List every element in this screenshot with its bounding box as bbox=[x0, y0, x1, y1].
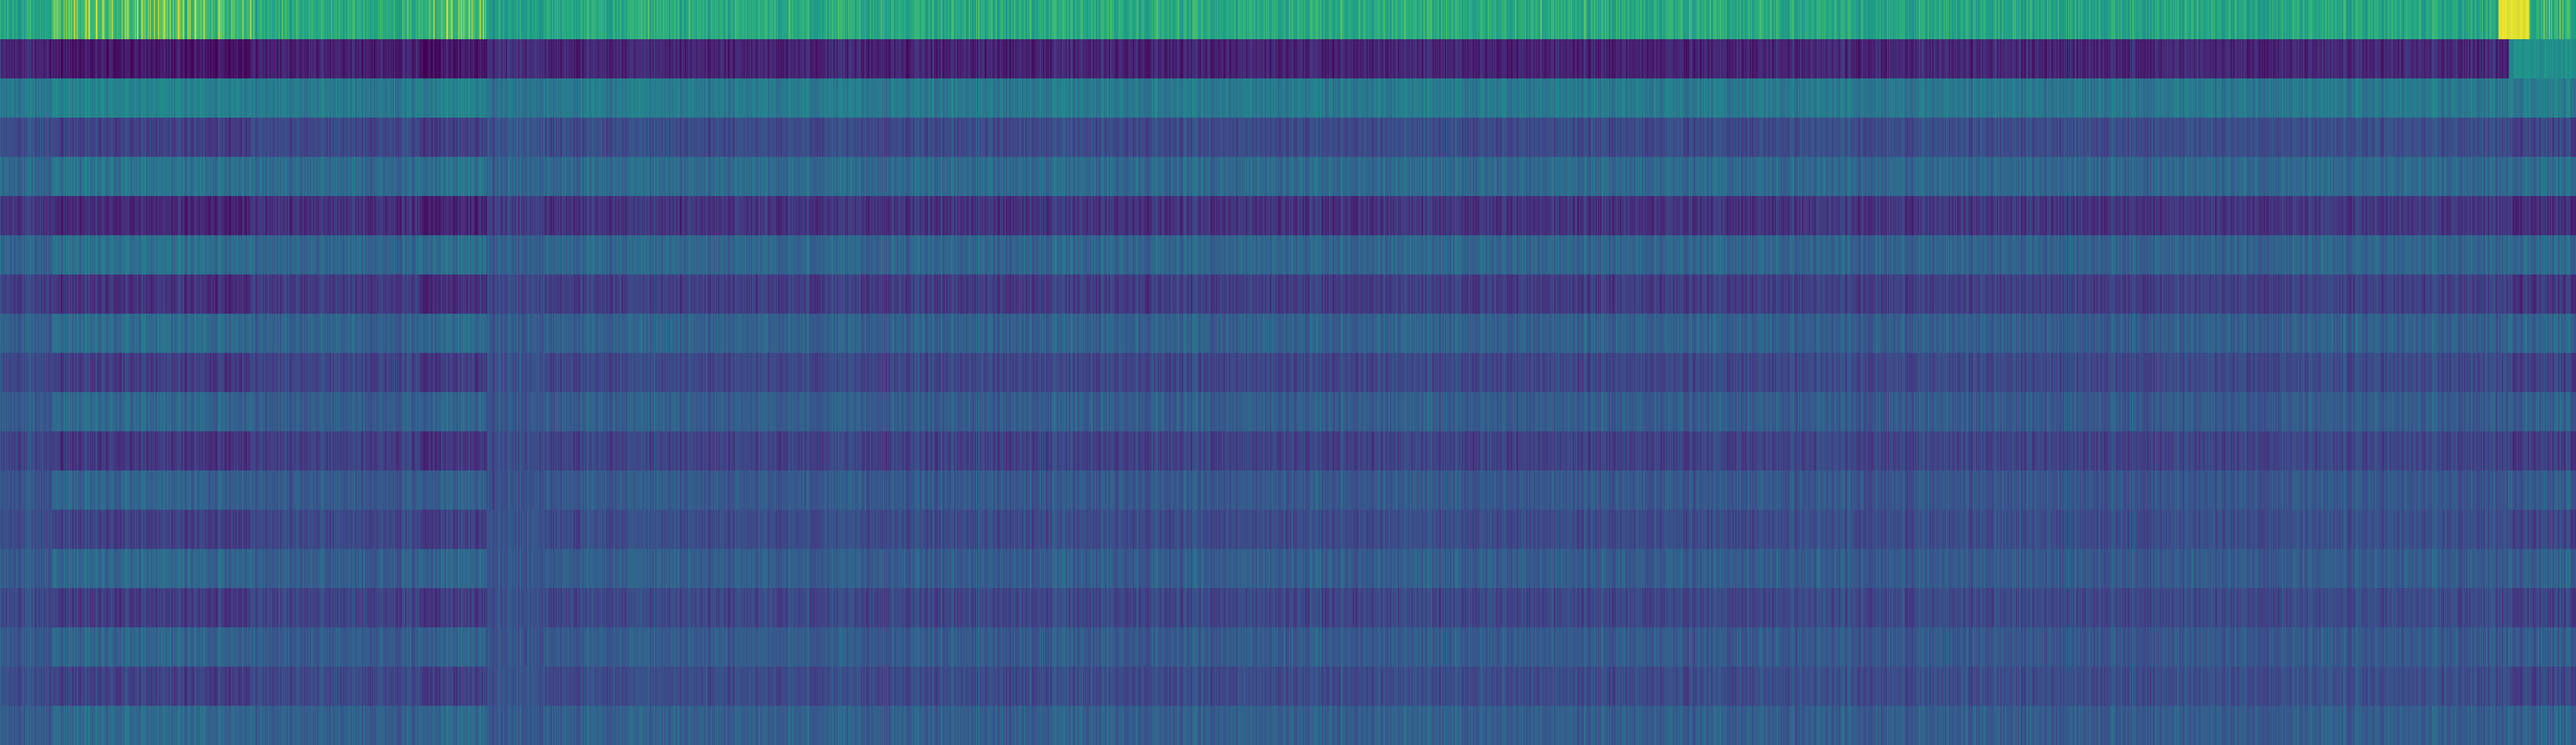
heatmap-chart bbox=[0, 0, 2576, 745]
heatmap-plot-area bbox=[0, 0, 2576, 745]
heatmap-cells bbox=[0, 0, 2576, 745]
